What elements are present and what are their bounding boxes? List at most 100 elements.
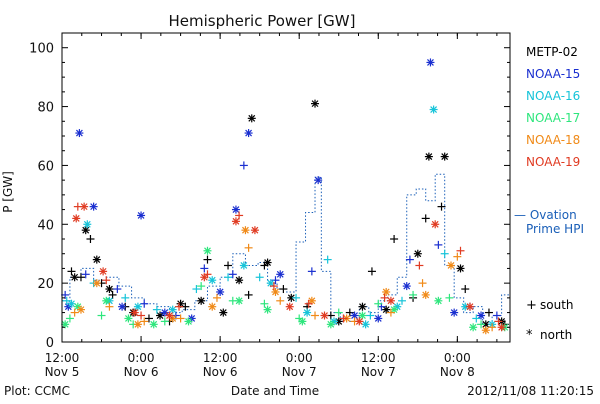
- south-marker: [307, 267, 316, 276]
- south-marker: [102, 276, 111, 285]
- north-marker-d2: [327, 320, 335, 328]
- south-marker: [192, 285, 201, 294]
- south-marker: [334, 308, 343, 317]
- north-marker-d2: [362, 320, 370, 328]
- south-marker: [140, 299, 149, 308]
- north-marker-d2: [477, 312, 485, 319]
- south-marker: [228, 270, 237, 279]
- north-marker-d2: [71, 273, 79, 281]
- north-marker-d2: [169, 306, 177, 314]
- north-marker-d2: [427, 59, 434, 66]
- south-marker: [255, 273, 264, 282]
- north-marker: [75, 129, 84, 138]
- north-marker: [200, 273, 209, 282]
- north-marker: [239, 261, 248, 270]
- north-marker: [358, 302, 367, 311]
- north-marker: [80, 202, 89, 211]
- y-tick-label: 100: [29, 42, 54, 57]
- north-marker: [469, 323, 478, 332]
- north-marker: [105, 285, 114, 294]
- south-marker: [345, 308, 354, 317]
- north-marker-d2: [150, 320, 158, 328]
- north-marker-d2: [208, 303, 216, 311]
- north-marker-d2: [469, 323, 477, 331]
- north-marker: [83, 220, 92, 229]
- legend-ovation-line1: — Ovation: [514, 208, 577, 222]
- north-marker-d2: [466, 303, 474, 311]
- north-marker: [92, 255, 101, 264]
- north-marker: [70, 273, 79, 282]
- south-marker: [67, 267, 76, 276]
- north-marker: [130, 308, 139, 317]
- x-tick-label-time: 0:00: [286, 351, 313, 365]
- south-marker: [374, 299, 383, 308]
- north-marker-d2: [80, 203, 88, 211]
- north-marker: [426, 58, 435, 67]
- north-marker: [99, 267, 108, 276]
- north-marker-d2: [272, 288, 279, 296]
- north-marker-d2: [482, 320, 490, 328]
- y-tick-label: 80: [37, 101, 54, 116]
- north-marker-d2: [134, 320, 142, 328]
- south-marker: [390, 235, 399, 243]
- north-marker-d2: [75, 129, 83, 137]
- south-marker: [239, 161, 248, 170]
- legend-entry: NOAA-19: [526, 155, 580, 169]
- south-marker: [276, 296, 285, 305]
- north-marker-d2: [457, 265, 464, 272]
- north-marker-d2: [216, 288, 224, 296]
- north-marker: [184, 317, 193, 326]
- north-marker: [72, 214, 81, 223]
- north-marker: [92, 279, 101, 288]
- south-marker: [380, 293, 389, 302]
- south-marker: [453, 252, 462, 261]
- north-marker-d2: [414, 250, 422, 258]
- y-tick-label: 0: [46, 336, 54, 351]
- north-marker: [165, 311, 174, 320]
- x-tick-label-time: 12:00: [203, 351, 238, 365]
- north-marker: [413, 249, 422, 258]
- north-marker: [244, 129, 253, 138]
- south-marker: [434, 240, 443, 249]
- legend-ovation-line2: Prime HPI: [526, 222, 584, 236]
- north-marker-d2: [204, 247, 211, 255]
- north-marker-d2: [245, 129, 253, 137]
- north-marker: [303, 308, 312, 317]
- south-marker: [244, 290, 253, 299]
- south-marker: [105, 302, 114, 311]
- north-marker-d2: [264, 259, 272, 266]
- north-marker-d2: [425, 153, 433, 161]
- north-marker-d2: [267, 279, 275, 287]
- north-marker-d2: [156, 312, 164, 319]
- south-marker: [81, 270, 90, 279]
- north-marker-d2: [314, 176, 322, 184]
- x-tick-label-date: Nov 7: [282, 365, 317, 379]
- north-marker: [285, 302, 294, 311]
- north-marker: [133, 320, 142, 329]
- north-marker-d2: [77, 306, 85, 314]
- legend-marker-label: north: [540, 328, 572, 342]
- south-marker: [472, 314, 481, 323]
- north-marker-d2: [131, 309, 139, 316]
- north-marker-d2: [219, 309, 227, 316]
- south-marker: [367, 267, 376, 276]
- y-tick-label: 20: [37, 277, 54, 292]
- north-marker-d2: [390, 306, 398, 314]
- north-marker: [137, 211, 146, 220]
- north-marker-d2: [422, 291, 430, 299]
- north-marker: [440, 152, 449, 161]
- south-marker: [160, 317, 169, 326]
- south-marker: [224, 273, 233, 282]
- south-marker: [176, 314, 185, 323]
- south-marker: [235, 211, 244, 220]
- south-marker: [492, 311, 501, 320]
- north-marker: [197, 296, 206, 305]
- north-marker: [424, 152, 433, 161]
- north-marker: [421, 290, 430, 299]
- south-marker: [339, 314, 348, 323]
- south-marker: [212, 293, 221, 302]
- north-marker-d2: [430, 106, 438, 113]
- north-marker: [208, 276, 217, 285]
- north-marker-d2: [240, 262, 248, 269]
